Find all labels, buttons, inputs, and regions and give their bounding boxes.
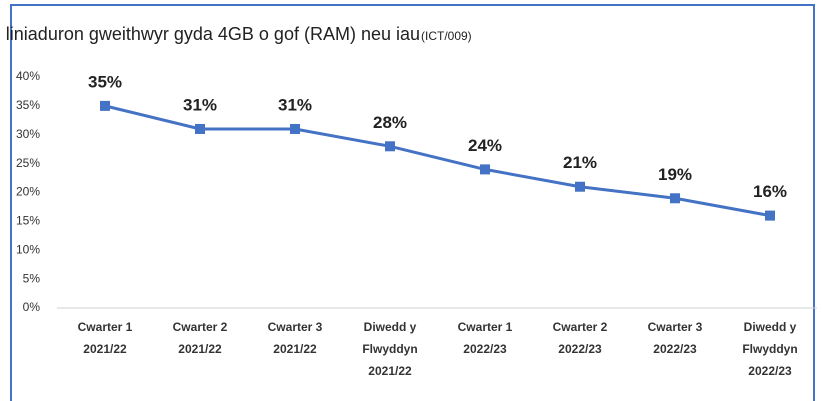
- chart-title: % o liniaduron gweithwyr gyda 4GB o gof …: [0, 24, 420, 44]
- x-tick-line: Cwarter 3: [268, 320, 323, 334]
- x-tick-label: Diwedd y Flwyddyn 2022/23: [742, 320, 797, 378]
- x-tick-line: 2022/23: [653, 342, 697, 356]
- x-tick-line: Cwarter 2: [553, 320, 608, 334]
- y-tick-label: 10%: [16, 242, 40, 256]
- marker: [385, 141, 395, 152]
- y-tick-label: 15%: [16, 214, 40, 228]
- y-tick-label: 0%: [23, 300, 41, 314]
- x-tick-line: 2021/22: [368, 364, 412, 378]
- x-tick-line: Diwedd y: [744, 320, 797, 334]
- x-tick-line: Flwyddyn: [742, 342, 797, 356]
- x-tick-line: Cwarter 1: [78, 320, 133, 334]
- marker: [290, 123, 300, 134]
- marker: [765, 210, 775, 221]
- x-tick-label: Cwarter 3 2022/23: [648, 320, 703, 356]
- x-tick-label: Cwarter 1 2021/22: [78, 320, 133, 356]
- y-tick-label: 30%: [16, 127, 40, 141]
- marker: [670, 193, 680, 204]
- data-label: 31%: [183, 95, 217, 114]
- x-tick-label: Cwarter 1 2022/23: [458, 320, 513, 356]
- marker: [195, 123, 205, 134]
- x-tick-line: 2022/23: [558, 342, 602, 356]
- data-label: 31%: [278, 95, 312, 114]
- x-tick-line: 2021/22: [83, 342, 127, 356]
- data-label: 35%: [88, 72, 122, 91]
- x-tick-line: Cwarter 3: [648, 320, 703, 334]
- x-tick-label: Diwedd y Flwyddyn 2021/22: [362, 320, 417, 378]
- x-tick-line: Diwedd y: [364, 320, 417, 334]
- marker: [480, 164, 490, 175]
- data-label: 19%: [658, 165, 692, 184]
- x-tick-line: 2022/23: [463, 342, 507, 356]
- x-tick-line: 2022/23: [748, 364, 792, 378]
- y-tick-label: 35%: [16, 98, 40, 112]
- x-tick-line: 2021/22: [178, 342, 222, 356]
- chart-frame: [10, 4, 815, 401]
- y-tick-label: 5%: [23, 271, 41, 285]
- x-tick-line: Cwarter 2: [173, 320, 228, 334]
- x-tick-line: Cwarter 1: [458, 320, 513, 334]
- marker: [575, 181, 585, 192]
- y-tick-label: 20%: [16, 185, 40, 199]
- x-tick-line: Flwyddyn: [362, 342, 417, 356]
- x-tick-label: Cwarter 2 2021/22: [173, 320, 228, 356]
- x-tick-line: 2021/22: [273, 342, 317, 356]
- data-label: 16%: [753, 182, 787, 201]
- data-label: 24%: [468, 136, 502, 155]
- x-tick-label: Cwarter 2 2022/23: [553, 320, 608, 356]
- data-label: 21%: [563, 153, 597, 172]
- chart-title-note: (ICT/009): [421, 29, 472, 43]
- marker: [100, 100, 110, 111]
- y-tick-label: 40%: [16, 69, 40, 83]
- data-label: 28%: [373, 113, 407, 132]
- y-tick-label: 25%: [16, 156, 40, 170]
- x-tick-label: Cwarter 3 2021/22: [268, 320, 323, 356]
- line: [104, 104, 771, 218]
